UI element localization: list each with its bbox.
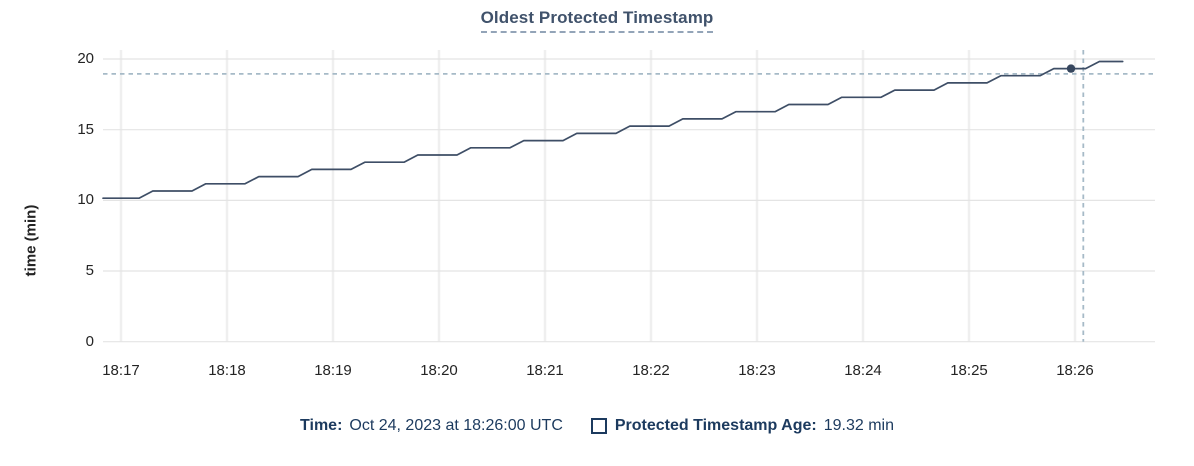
y-tick-label: 20	[77, 50, 94, 67]
tooltip-time-value: Oct 24, 2023 at 18:26:00 UTC	[349, 417, 563, 434]
x-tick-label: 18:23	[738, 362, 776, 379]
y-tick-label: 5	[85, 262, 94, 280]
x-tick-label: 18:26	[1056, 362, 1094, 379]
protected-timestamp-age-line	[102, 60, 1124, 200]
y-tick-label: 10	[77, 191, 94, 209]
chart-title[interactable]: Oldest Protected Timestamp	[480, 8, 714, 33]
x-tick-label: 18:20	[420, 362, 458, 379]
y-tick-label: 0	[85, 332, 94, 350]
chart-tooltip-row: Time: Oct 24, 2023 at 18:26:00 UTC Prote…	[0, 417, 1194, 435]
tooltip-series-label[interactable]: Protected Timestamp Age:	[614, 417, 817, 434]
x-tick-label: 18:25	[950, 362, 988, 379]
tooltip-series-group[interactable]: Protected Timestamp Age: 19.32 min	[590, 417, 894, 435]
tooltip-time-label: Time:	[300, 417, 343, 434]
hover-marker-dot	[1066, 64, 1076, 73]
series-checkbox-icon[interactable]	[590, 418, 607, 434]
tooltip-series-value: 19.32 min	[823, 417, 894, 434]
y-tick-label: 15	[77, 120, 94, 138]
x-tick-label: 18:22	[632, 362, 670, 379]
chart-title-wrap: Oldest Protected Timestamp	[0, 8, 1194, 33]
tooltip-time-group: Time: Oct 24, 2023 at 18:26:00 UTC	[300, 417, 563, 435]
x-tick-label: 18:24	[844, 362, 882, 379]
x-tick-label: 18:18	[208, 362, 246, 379]
x-tick-label: 18:21	[526, 362, 564, 379]
x-tick-label: 18:19	[314, 362, 352, 379]
x-tick-label: 18:17	[102, 362, 140, 379]
